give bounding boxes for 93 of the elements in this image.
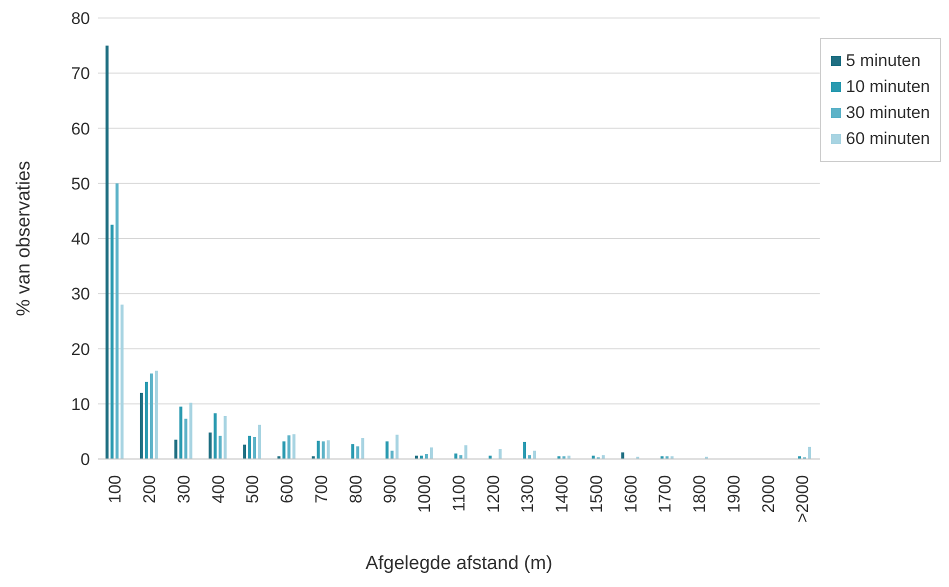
y-tick-label: 60 — [71, 119, 90, 138]
bar — [316, 440, 320, 459]
bar — [390, 450, 394, 459]
y-tick-label: 10 — [71, 394, 90, 414]
bar — [361, 438, 364, 459]
bar — [154, 370, 158, 459]
x-tick-label: 1800 — [690, 475, 710, 513]
bar — [533, 450, 536, 459]
bar — [660, 456, 664, 459]
bar — [179, 406, 182, 459]
x-axis-title: Afgelegde afstand (m) — [365, 553, 552, 574]
x-tick-label: 800 — [346, 475, 366, 504]
bar — [208, 432, 212, 459]
x-tick-label: 2000 — [758, 475, 778, 513]
bar — [248, 436, 252, 459]
bar — [189, 402, 192, 459]
bar — [106, 46, 109, 459]
bar — [523, 442, 526, 459]
x-tick-label: 900 — [380, 475, 400, 504]
bar — [287, 435, 290, 459]
y-tick-label: 80 — [71, 9, 90, 28]
bar — [184, 418, 188, 459]
bar — [420, 456, 423, 459]
legend-label: 30 minuten — [846, 103, 930, 123]
y-tick-label: 20 — [71, 340, 90, 359]
x-tick-label: 1300 — [518, 475, 538, 513]
y-axis-title: % van observaties — [14, 160, 35, 316]
bar — [356, 446, 360, 459]
y-tick-label: 50 — [71, 174, 90, 194]
bar — [430, 447, 433, 459]
bar — [557, 456, 560, 459]
x-tick-label: 500 — [243, 475, 262, 504]
bar — [666, 456, 669, 459]
bar — [567, 456, 570, 459]
bar — [528, 455, 532, 459]
x-tick-label: 1200 — [484, 475, 503, 513]
x-tick-label: 100 — [106, 475, 125, 504]
legend-label: 10 minuten — [846, 77, 930, 97]
x-tick-label: 1500 — [586, 475, 606, 513]
bar — [464, 445, 468, 459]
bar — [292, 434, 296, 459]
bar — [386, 441, 389, 459]
bar — [592, 456, 595, 459]
bar — [808, 446, 812, 459]
bar — [140, 392, 143, 459]
bar — [798, 456, 802, 459]
bar — [218, 436, 222, 459]
x-tick-label: 1000 — [415, 475, 434, 513]
bar — [144, 382, 148, 459]
y-tick-label: 0 — [80, 450, 90, 470]
bar — [214, 413, 217, 459]
x-tick-label: 300 — [174, 475, 194, 504]
bar — [116, 183, 119, 459]
bar — [243, 444, 246, 459]
bar — [488, 456, 492, 459]
x-tick-label: 1700 — [656, 475, 675, 513]
bar — [498, 449, 502, 459]
bar — [459, 455, 462, 459]
bar — [454, 453, 458, 459]
x-tick-label: 600 — [278, 475, 297, 504]
x-tick-label: 1400 — [552, 475, 572, 513]
bar — [396, 434, 399, 459]
y-tick-label: 40 — [71, 230, 90, 249]
legend-label: 5 minuten — [846, 51, 921, 71]
y-tick-label: 30 — [71, 284, 90, 304]
bar — [670, 456, 674, 459]
bar — [602, 455, 605, 459]
x-tick-label: 1900 — [724, 475, 744, 513]
bar — [322, 441, 325, 459]
bar — [621, 452, 624, 459]
bar — [312, 456, 315, 459]
bar — [174, 440, 178, 459]
bar — [326, 440, 330, 459]
x-tick-label: 700 — [312, 475, 331, 504]
y-tick-label: 70 — [71, 64, 90, 84]
legend-label: 60 minuten — [846, 129, 930, 149]
x-tick-label: >2000 — [793, 475, 812, 523]
bar — [282, 441, 286, 459]
bar — [120, 304, 124, 459]
bar — [150, 374, 153, 459]
x-tick-label: 400 — [208, 475, 228, 504]
bar — [110, 224, 114, 459]
bar — [253, 436, 256, 459]
x-tick-label: 200 — [140, 475, 160, 504]
bar — [277, 456, 280, 459]
bar — [414, 456, 418, 459]
bar — [258, 424, 262, 459]
bar — [562, 456, 566, 459]
bar — [351, 444, 354, 459]
bar — [224, 416, 227, 459]
bar — [424, 454, 428, 459]
x-tick-label: 1100 — [449, 475, 468, 512]
x-tick-label: 1600 — [621, 475, 640, 513]
